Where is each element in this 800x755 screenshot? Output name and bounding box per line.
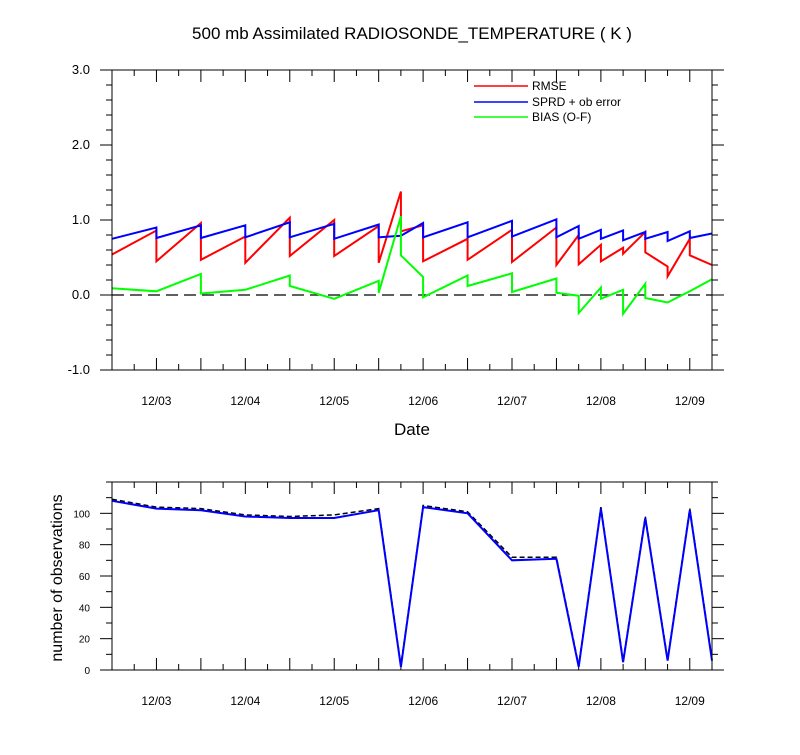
bottom-x-tick-label: 12/07 <box>497 694 527 708</box>
top-y-tick-label: 0.0 <box>72 287 90 302</box>
legend: RMSE SPRD + ob error BIAS (O-F) <box>474 79 621 124</box>
top-x-tick-label: 12/04 <box>230 394 260 408</box>
top-y-tick-label: 1.0 <box>72 212 90 227</box>
bottom-x-tick-label: 12/04 <box>230 694 260 708</box>
bottom-x-tick-label: 12/09 <box>675 694 705 708</box>
legend-label-bias: BIAS (O-F) <box>532 110 591 124</box>
top-x-tick-label: 12/06 <box>408 394 438 408</box>
series-line-sprd-ob-error <box>111 217 713 243</box>
top-x-tick-label: 12/09 <box>675 394 705 408</box>
series-line-possible-observations <box>111 498 713 666</box>
legend-label-sprd: SPRD + ob error <box>532 95 621 109</box>
bottom-plot-frame <box>111 481 713 671</box>
top-y-tick-label: -1.0 <box>68 362 90 377</box>
top-y-tick-label: 2.0 <box>72 137 90 152</box>
top-series-lines <box>111 191 713 317</box>
bottom-x-tick-label: 12/06 <box>408 694 438 708</box>
top-chart: 500 mb Assimilated RADIOSONDE_TEMPERATUR… <box>68 24 724 439</box>
chart-title: 500 mb Assimilated RADIOSONDE_TEMPERATUR… <box>192 24 632 43</box>
y-axis-label: number of observations <box>49 494 66 661</box>
bottom-chart: 12/03 12/04 12/05 12/06 12/07 12/08 12/09 0 20 40… <box>49 481 724 708</box>
bottom-x-tick-label: 12/03 <box>141 694 171 708</box>
bottom-y-tick-label: 100 <box>73 509 90 520</box>
bottom-y-tick-label: 40 <box>79 603 91 614</box>
bottom-axes: 12/03 12/04 12/05 12/06 12/07 12/08 12/09 0 20 40… <box>73 481 724 708</box>
series-line-assimilated-observations <box>111 499 713 668</box>
x-axis-label: Date <box>394 420 430 439</box>
top-plot-frame <box>111 69 713 371</box>
bottom-y-tick-label: 0 <box>84 666 90 677</box>
bottom-x-tick-label: 12/05 <box>319 694 349 708</box>
bottom-series-lines <box>111 498 713 668</box>
top-axes: 12/03 12/04 12/05 12/06 12/07 12/08 12/09 -1.0 0… <box>68 62 724 408</box>
bottom-y-tick-label: 60 <box>79 572 91 583</box>
legend-label-rmse: RMSE <box>532 79 567 93</box>
top-x-tick-label: 12/05 <box>319 394 349 408</box>
bottom-y-tick-label: 20 <box>79 635 91 646</box>
bottom-y-tick-label: 80 <box>79 541 91 552</box>
series-line-bias-o-f <box>111 216 713 317</box>
top-y-tick-label: 3.0 <box>72 62 90 77</box>
top-x-tick-label: 12/08 <box>586 394 616 408</box>
series-line-rmse <box>111 191 713 280</box>
top-x-tick-label: 12/07 <box>497 394 527 408</box>
top-x-tick-label: 12/03 <box>141 394 171 408</box>
bottom-x-tick-label: 12/08 <box>586 694 616 708</box>
